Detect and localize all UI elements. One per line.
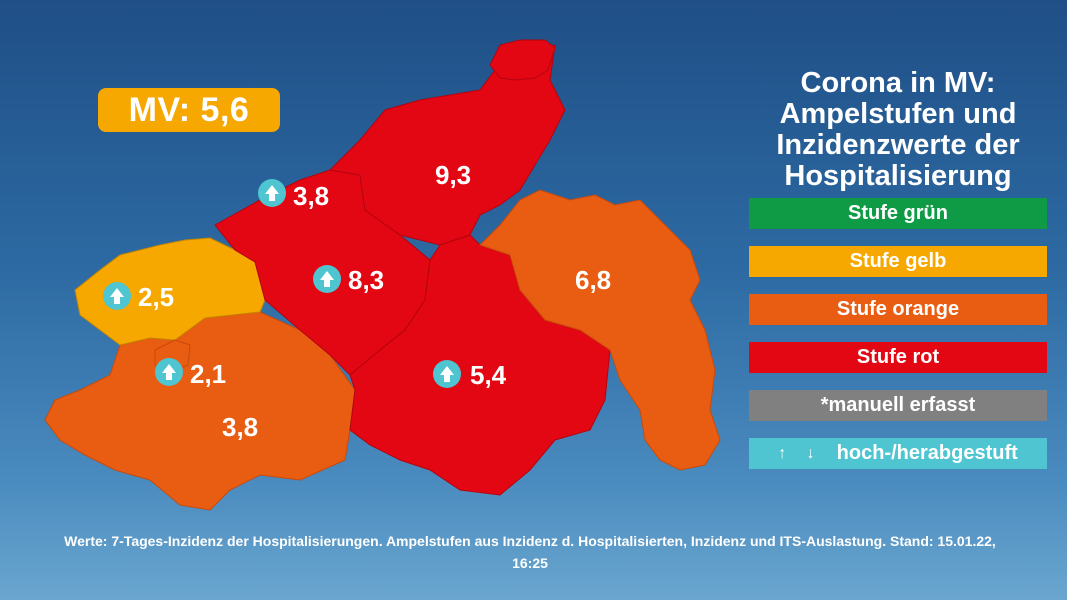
footnote-line: Werte: 7-Tages-Inzidenz der Hospitalisie… — [64, 533, 996, 549]
legend-label: Stufe orange — [836, 298, 960, 320]
footnote-line: 16:25 — [512, 555, 548, 571]
legend-label: Stufe gelb — [849, 250, 947, 272]
title-line: Ampelstufen und — [779, 98, 1017, 130]
district-vorpommern-greifswald — [479, 189, 721, 471]
value-seenplatte: 5,4 — [470, 360, 507, 390]
district-ludwigslust-parchim — [44, 311, 356, 511]
value-ludwigslust-parchim: 3,8 — [222, 412, 258, 442]
value-schwerin: 2,1 — [190, 359, 226, 389]
value-vorpommern-ruegen: 9,3 — [435, 160, 471, 190]
mv-total-badge: MV: 5,6 — [98, 88, 280, 132]
legend-item-red: Stufe rot — [749, 342, 1047, 373]
legend-label: Stufe rot — [856, 346, 940, 368]
legend-item-orange: Stufe orange — [749, 294, 1047, 325]
value-vorpommern-greifswald: 6,8 — [575, 265, 611, 295]
footnote: Werte: 7-Tages-Inzidenz der Hospitalisie… — [40, 530, 1020, 574]
page-title: Corona in MV: Ampelstufen und Inzidenzwe… — [750, 68, 1046, 192]
value-guestrow-area: 8,3 — [348, 265, 384, 295]
value-rostock: 3,8 — [293, 181, 329, 211]
up-down-arrow-icon: ↑ ↓ — [778, 444, 823, 462]
district-vorpommern-ruegen — [328, 44, 566, 246]
legend-item-change: ↑ ↓ hoch-/herabgestuft — [749, 438, 1047, 469]
legend-label: Stufe grün — [848, 202, 948, 224]
title-line: Inzidenzwerte der — [776, 129, 1020, 161]
arrow-up-icon — [258, 179, 286, 207]
value-nordwestmecklenburg: 2,5 — [138, 282, 174, 312]
legend-label: *manuell erfasst — [820, 394, 976, 416]
title-line: Hospitalisierung — [784, 160, 1012, 192]
island-ruegen — [489, 39, 556, 81]
title-line: Corona in MV: — [800, 67, 996, 99]
arrow-up-icon — [313, 265, 341, 293]
legend-label: hoch-/herabgestuft — [836, 442, 1018, 464]
arrow-up-icon — [103, 282, 131, 310]
arrow-up-icon — [433, 360, 461, 388]
legend: Stufe grün Stufe gelb Stufe orange Stufe… — [749, 198, 1047, 486]
legend-item-yellow: Stufe gelb — [749, 246, 1047, 277]
legend-item-green: Stufe grün — [749, 198, 1047, 229]
legend-item-manual: *manuell erfasst — [749, 390, 1047, 421]
arrow-up-icon — [155, 358, 183, 386]
